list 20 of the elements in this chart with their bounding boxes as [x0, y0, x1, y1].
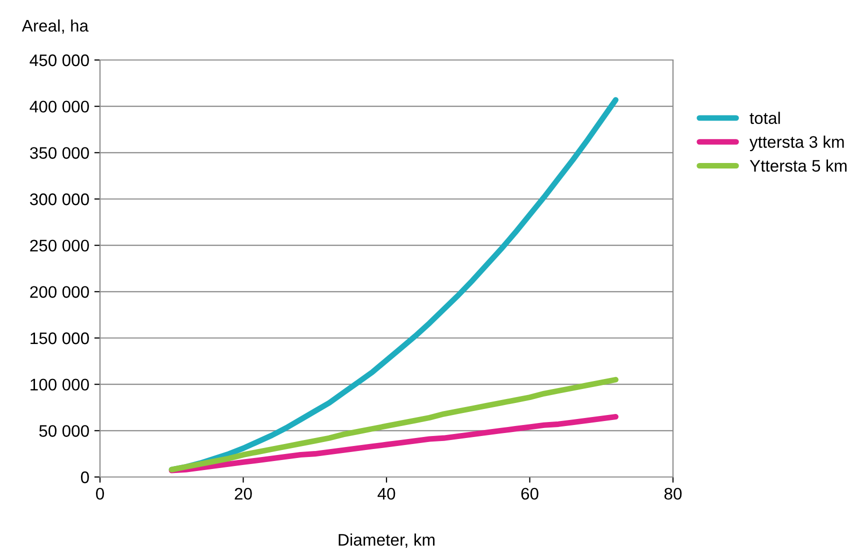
x-tick-label: 60	[521, 488, 538, 500]
y-axis-title: Areal, ha	[22, 19, 89, 34]
x-axis-title: Diameter, km	[338, 534, 434, 548]
y-tick-label: 100 000	[30, 378, 89, 391]
y-tick-label: 200 000	[30, 286, 89, 298]
y-tick-label: 0	[80, 471, 89, 484]
x-tick-label: 40	[378, 488, 396, 500]
x-tick-label: 80	[664, 488, 682, 500]
y-tick-label: 50 000	[39, 425, 89, 437]
legend-label: Yttersta 5 km	[750, 160, 847, 172]
legend-label: total	[750, 112, 780, 124]
x-tick-label: 0	[96, 488, 104, 500]
x-tick-label: 20	[234, 488, 252, 500]
y-tick-label: 150 000	[30, 332, 89, 344]
y-tick-label: 450 000	[30, 54, 89, 66]
y-tick-label: 250 000	[30, 240, 89, 252]
y-tick-label: 400 000	[30, 100, 89, 113]
y-tick-label: 350 000	[30, 147, 89, 159]
legend-label: yttersta 3 km	[750, 136, 844, 152]
y-tick-label: 300 000	[30, 193, 89, 206]
